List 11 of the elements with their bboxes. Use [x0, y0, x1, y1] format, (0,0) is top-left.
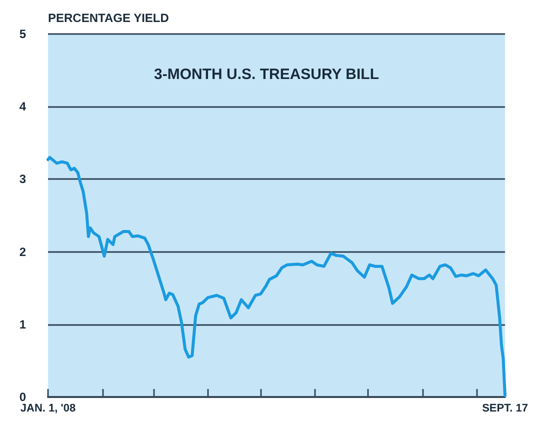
y-axis-title: PERCENTAGE YIELD — [48, 11, 170, 25]
y-tick-label: 1 — [19, 317, 26, 332]
y-tick-label: 3 — [19, 172, 26, 186]
y-tick-label: 4 — [19, 100, 26, 114]
x-tick-label: JAN. 1, '08 — [20, 402, 76, 414]
line-series — [46, 156, 506, 398]
y-tick-label: 2 — [19, 244, 26, 259]
y-tick-label: 5 — [19, 27, 26, 41]
text: 3-MONTH U.S. TREASURY BILL — [154, 66, 380, 83]
y-tick-label: 0 — [19, 390, 26, 404]
x-tick-label: SEPT. 17 — [482, 402, 528, 414]
